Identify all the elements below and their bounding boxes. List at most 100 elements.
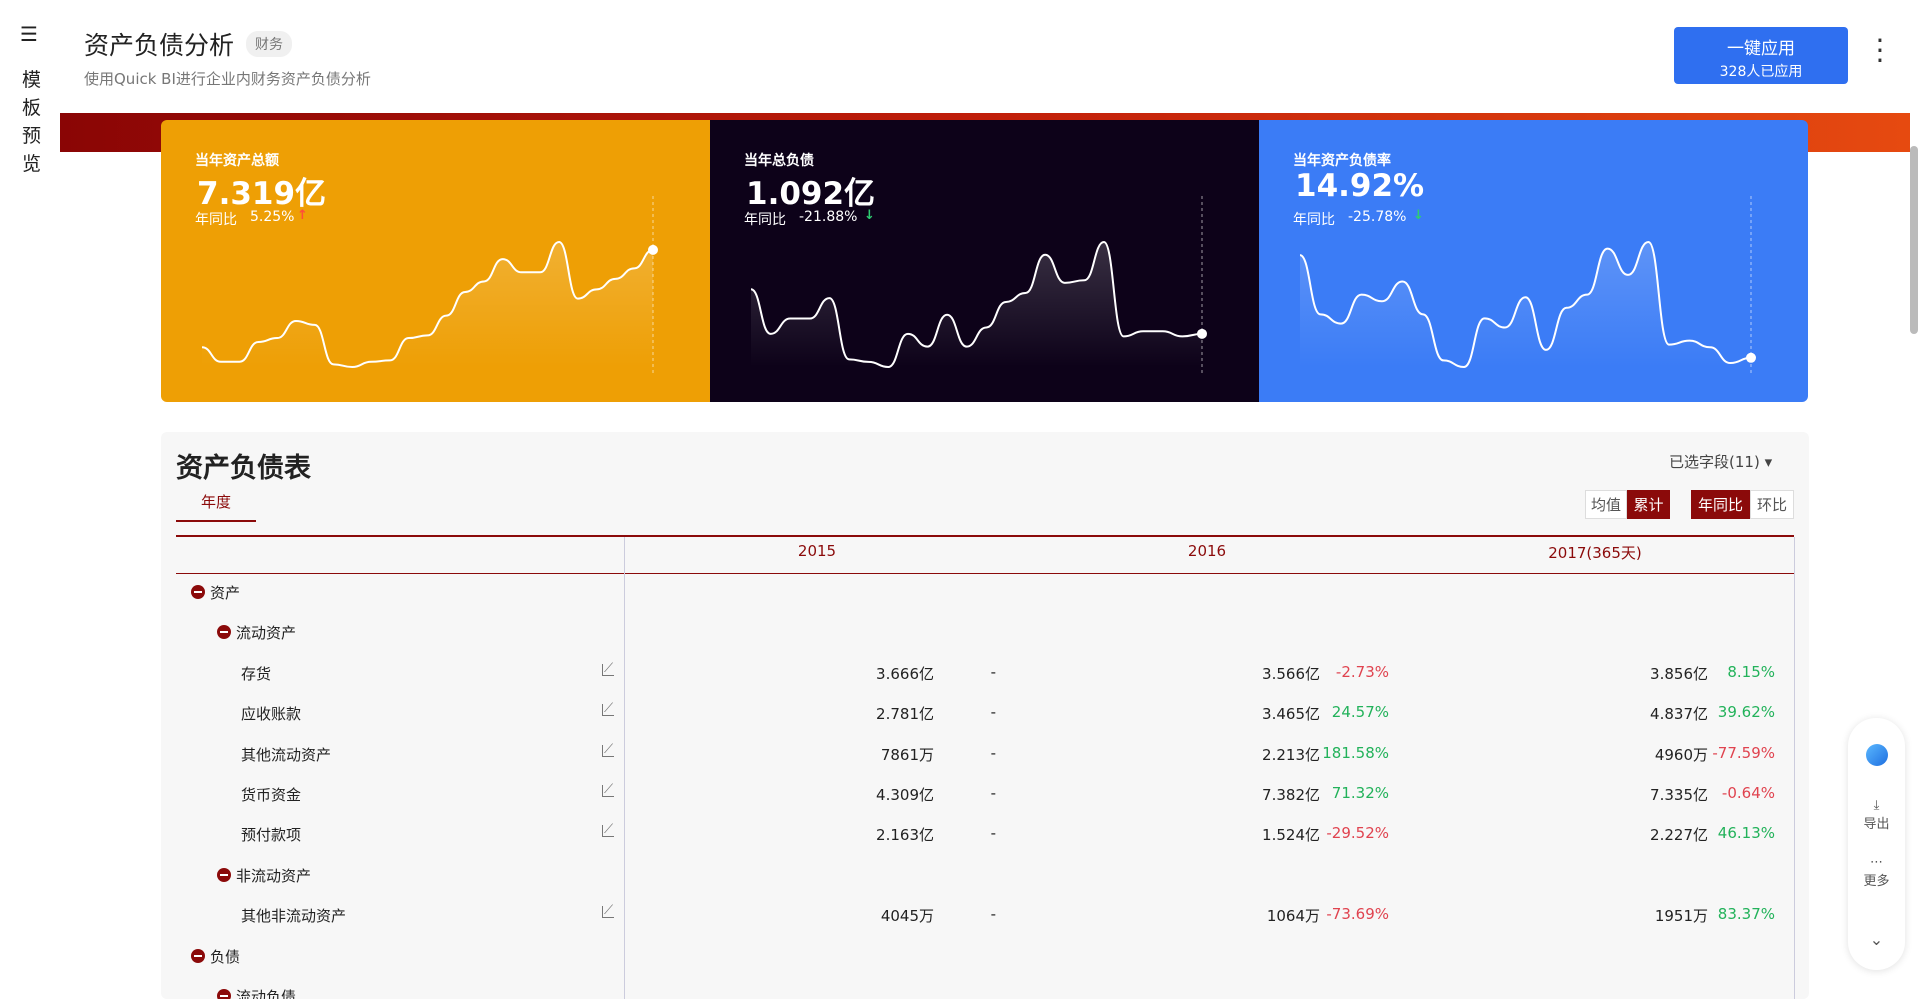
cell-value: 7861万 <box>880 745 934 764</box>
trend-icon[interactable]: ⟋ <box>602 822 615 838</box>
cell-change: - <box>990 703 996 722</box>
export-label: 导出 <box>1863 817 1890 832</box>
cell-value: 4960万 <box>1654 745 1708 764</box>
cell-value: 4.837亿 <box>1650 705 1708 724</box>
apply-button[interactable]: 一键应用 328人已应用 <box>1674 27 1848 84</box>
cell-change: -73.69% <box>1326 905 1389 924</box>
collapse-icon[interactable] <box>217 989 231 999</box>
cell-change: - <box>990 905 996 924</box>
sparkline-end-dot <box>1197 328 1207 339</box>
table-header-rule <box>176 573 1794 574</box>
more-menu[interactable]: · · · <box>1875 24 1885 77</box>
collapse-bar <box>220 873 228 876</box>
table-panel <box>161 432 1809 999</box>
cell-change: 8.15% <box>1727 662 1775 681</box>
kpi-card: 当年资产负债率 14.92% 年同比 -25.78% ↓ <box>1259 120 1808 402</box>
row-label: 货币资金 <box>241 786 302 804</box>
toggle-button[interactable]: 年同比 <box>1691 490 1750 519</box>
cell-value: 7.335亿 <box>1650 786 1708 804</box>
kpi-sparkline <box>201 196 658 373</box>
kpi-yoy-label: 年同比 <box>195 212 237 228</box>
cell-change: - <box>990 662 996 681</box>
cell-change: 39.62% <box>1717 703 1775 722</box>
row-label: 负债 <box>210 947 241 966</box>
cell-value: 2.163亿 <box>876 826 934 845</box>
cell-value: 3.566亿 <box>1262 664 1320 683</box>
cell-value: 1.524亿 <box>1262 826 1320 845</box>
kpi-label: 当年总负债 <box>744 153 814 169</box>
export-button[interactable]: ⤓ 导出 <box>1863 798 1890 832</box>
kpi-value: 7.319亿 <box>197 176 327 212</box>
cell-change: 71.32% <box>1331 784 1389 802</box>
column-divider <box>624 537 625 999</box>
cell-change: 83.37% <box>1717 905 1775 924</box>
toggle-button[interactable]: 累计 <box>1627 490 1670 519</box>
cell-change: 46.13% <box>1717 824 1775 843</box>
kpi-yoy-label: 年同比 <box>1293 212 1335 228</box>
kpi-label: 当年资产总额 <box>195 153 279 169</box>
collapse-icon[interactable] <box>217 625 231 640</box>
more-button[interactable]: ⋯ 更多 <box>1863 855 1890 889</box>
collapse-bar <box>220 995 228 997</box>
cell-change: 181.58% <box>1322 743 1389 762</box>
page-subtitle: 使用Quick BI进行企业内财务资产负债分析 <box>84 70 371 88</box>
cell-value: 3.465亿 <box>1262 705 1320 724</box>
menu-icon[interactable]: ☰ <box>20 22 38 46</box>
kpi-yoy: 5.25% <box>250 209 295 225</box>
float-toolbar: ⤓ 导出 ⋯ 更多 ⌄ <box>1848 718 1905 970</box>
cell-value: 2.213亿 <box>1262 745 1320 764</box>
more-label: 更多 <box>1863 874 1890 889</box>
collapse-bar <box>220 631 228 634</box>
table-top-rule <box>176 535 1794 537</box>
toggle-button[interactable]: 均值 <box>1585 490 1627 519</box>
sparkline-end-dot <box>648 244 658 255</box>
scrollbar-thumb[interactable] <box>1910 146 1918 334</box>
trend-icon[interactable]: ⟋ <box>602 782 615 797</box>
year-tab[interactable]: 年度 <box>200 493 231 511</box>
collapse-icon[interactable] <box>217 867 231 882</box>
kpi-card: 当年总负债 1.092亿 年同比 -21.88% ↓ <box>710 120 1259 402</box>
assistant-icon[interactable] <box>1866 744 1888 766</box>
row-label: 预付款项 <box>241 826 302 845</box>
cell-value: 4045万 <box>880 907 934 926</box>
row-label: 资产 <box>210 584 241 602</box>
trend-icon[interactable]: ⟋ <box>602 903 615 919</box>
row-label: 存货 <box>241 664 272 683</box>
sparkline-end-dot <box>1746 352 1756 363</box>
kpi-yoy-label: 年同比 <box>744 212 786 228</box>
field-selector[interactable]: 已选字段(11) ▾ <box>1669 453 1773 471</box>
cell-change: 24.57% <box>1331 703 1389 722</box>
trend-icon[interactable]: ⟋ <box>602 701 615 717</box>
kpi-yoy-arrow: ↓ <box>864 208 875 223</box>
trend-icon[interactable]: ⟋ <box>602 741 615 757</box>
cell-change: -29.52% <box>1326 824 1389 843</box>
collapse-bar <box>194 591 202 593</box>
toggle-button[interactable]: 环比 <box>1750 490 1794 519</box>
row-label: 非流动资产 <box>236 866 312 885</box>
row-label: 流动资产 <box>236 624 297 643</box>
apply-button-label: 一键应用 <box>1727 39 1795 59</box>
kpi-yoy-arrow: ↓ <box>1413 208 1424 223</box>
kpi-value: 14.92% <box>1295 168 1425 204</box>
kpi-label: 当年资产负债率 <box>1293 153 1391 169</box>
trend-icon[interactable]: ⟋ <box>602 660 615 676</box>
kpi-sparkline <box>1299 196 1756 373</box>
collapse-bar <box>194 954 202 957</box>
sidebar-label[interactable]: 模板预览 <box>22 69 42 175</box>
column-header: 2017(365天) <box>1548 544 1642 562</box>
kpi-yoy: -21.88% <box>799 209 858 225</box>
row-label: 流动负债 <box>236 988 297 999</box>
cell-value: 2.781亿 <box>876 705 934 724</box>
cell-change: -2.73% <box>1335 662 1389 681</box>
collapse-icon[interactable] <box>191 585 205 599</box>
row-label: 其他流动资产 <box>241 745 332 764</box>
cell-change: -0.64% <box>1721 784 1775 802</box>
collapse-button[interactable]: ⌄ <box>1869 930 1884 949</box>
cell-value: 7.382亿 <box>1262 786 1320 804</box>
sparkline-area <box>202 242 653 367</box>
collapse-icon[interactable] <box>191 948 205 963</box>
sparkline-area <box>751 242 1202 367</box>
sparkline-area <box>1300 242 1751 367</box>
cell-value: 3.666亿 <box>876 664 934 683</box>
